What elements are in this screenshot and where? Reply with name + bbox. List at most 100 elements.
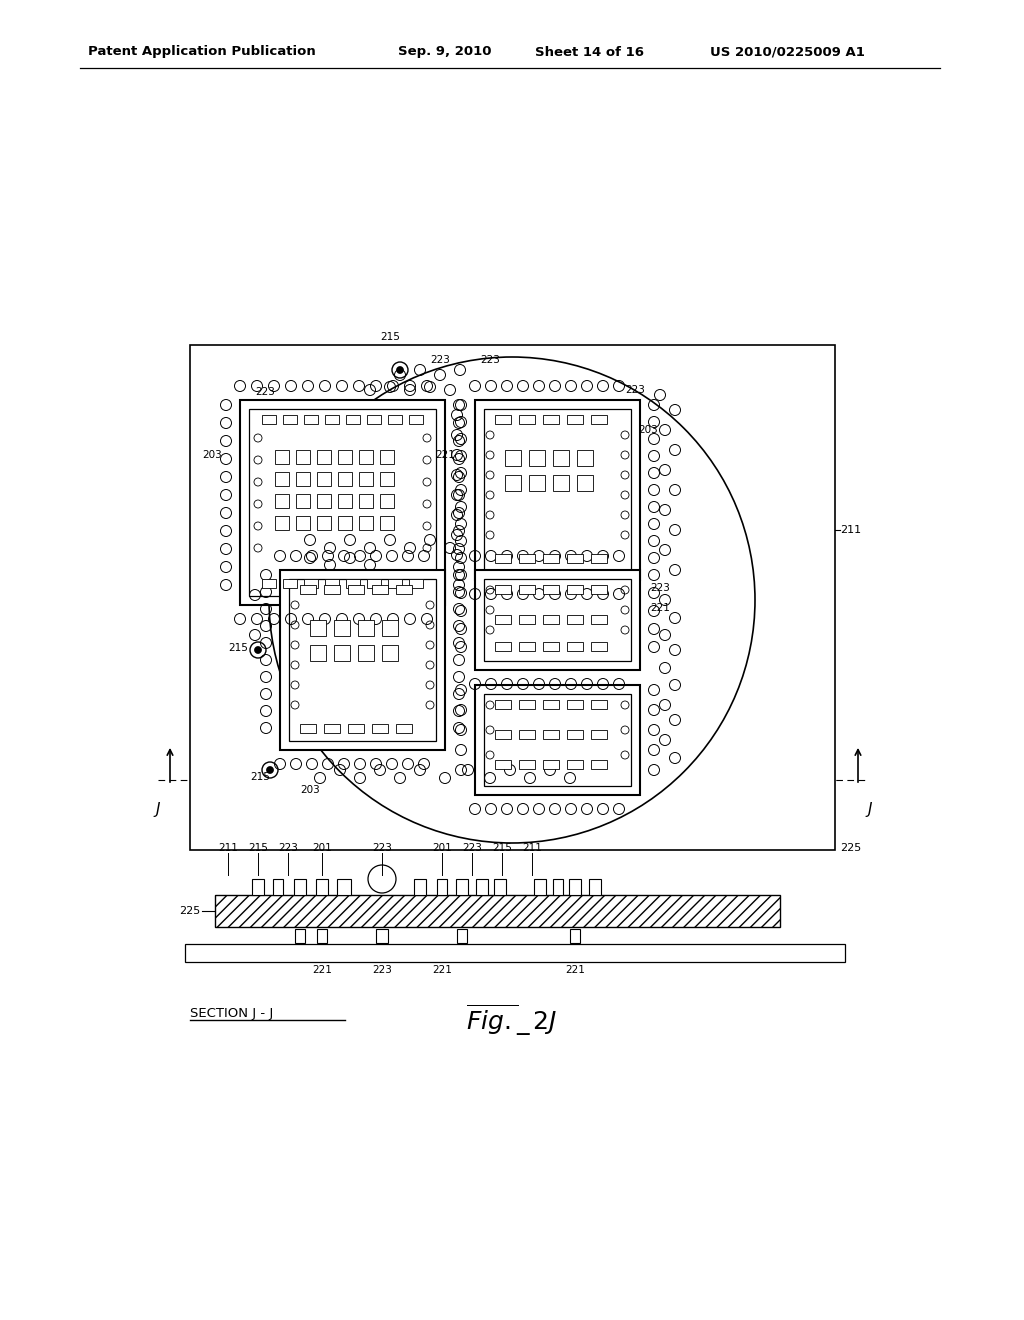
Bar <box>310 645 326 661</box>
Bar <box>304 579 318 587</box>
Bar <box>382 645 398 661</box>
Bar <box>484 579 631 661</box>
Bar <box>529 475 545 491</box>
Bar <box>437 879 447 895</box>
Bar <box>495 615 511 624</box>
Bar <box>283 414 297 424</box>
Text: 223: 223 <box>372 843 392 853</box>
Text: 215: 215 <box>228 643 248 653</box>
Bar <box>543 615 559 624</box>
Bar <box>295 929 305 942</box>
Bar <box>591 642 607 651</box>
Bar <box>380 494 394 508</box>
Bar <box>273 879 283 895</box>
Text: Sep. 9, 2010: Sep. 9, 2010 <box>398 45 492 58</box>
Text: 215: 215 <box>248 843 268 853</box>
Bar <box>358 620 374 636</box>
Text: 225: 225 <box>840 843 861 853</box>
Bar <box>567 615 583 624</box>
Bar <box>317 516 331 531</box>
Text: 221: 221 <box>312 965 332 975</box>
Bar <box>296 516 310 531</box>
Bar <box>325 414 339 424</box>
Bar <box>495 585 511 594</box>
Bar <box>567 730 583 739</box>
Bar <box>348 723 364 733</box>
Bar <box>300 723 316 733</box>
Bar <box>475 570 640 671</box>
Bar <box>388 414 402 424</box>
Bar <box>494 879 506 895</box>
Text: 221: 221 <box>565 965 585 975</box>
Bar <box>567 642 583 651</box>
Bar <box>577 475 593 491</box>
Bar <box>567 554 583 564</box>
Text: 225: 225 <box>179 906 200 916</box>
Bar <box>409 579 423 587</box>
Bar <box>317 450 331 465</box>
Bar <box>300 585 316 594</box>
Text: 201: 201 <box>432 843 452 853</box>
Text: 223: 223 <box>430 355 450 366</box>
Bar <box>185 944 845 962</box>
Bar <box>275 473 289 486</box>
Bar <box>338 450 352 465</box>
Bar <box>316 879 328 895</box>
Bar <box>553 475 569 491</box>
Bar <box>249 409 436 597</box>
Bar <box>484 694 631 785</box>
Bar <box>334 620 350 636</box>
Text: 203: 203 <box>300 785 319 795</box>
Bar <box>283 579 297 587</box>
Bar <box>543 642 559 651</box>
Bar <box>543 585 559 594</box>
Bar <box>324 723 340 733</box>
Bar <box>334 645 350 661</box>
Bar <box>475 685 640 795</box>
Bar <box>240 400 445 605</box>
Bar <box>358 645 374 661</box>
Bar <box>367 414 381 424</box>
Bar <box>569 879 581 895</box>
Bar <box>519 554 535 564</box>
Text: Sheet 14 of 16: Sheet 14 of 16 <box>535 45 644 58</box>
Bar <box>591 554 607 564</box>
Bar <box>348 585 364 594</box>
Bar <box>325 579 339 587</box>
Bar <box>529 450 545 466</box>
Bar <box>577 450 593 466</box>
Text: SECTION J - J: SECTION J - J <box>190 1007 273 1020</box>
Bar <box>553 879 563 895</box>
Bar <box>591 585 607 594</box>
Text: 223: 223 <box>279 843 298 853</box>
Bar <box>519 642 535 651</box>
Bar <box>338 473 352 486</box>
Text: 211: 211 <box>522 843 542 853</box>
Bar <box>495 700 511 709</box>
Bar <box>495 554 511 564</box>
Bar <box>414 879 426 895</box>
Bar <box>591 700 607 709</box>
Bar <box>382 620 398 636</box>
Bar <box>567 760 583 770</box>
Bar <box>475 400 640 579</box>
Bar <box>324 585 340 594</box>
Bar <box>456 879 468 895</box>
Bar <box>457 929 467 942</box>
Bar <box>252 879 264 895</box>
Bar <box>296 473 310 486</box>
Text: US 2010/0225009 A1: US 2010/0225009 A1 <box>710 45 865 58</box>
Text: 223: 223 <box>480 355 500 366</box>
Bar <box>396 585 412 594</box>
Bar <box>591 760 607 770</box>
Bar <box>367 579 381 587</box>
Bar <box>338 516 352 531</box>
Bar <box>505 450 521 466</box>
Bar <box>591 730 607 739</box>
Bar <box>570 929 580 942</box>
Text: 223: 223 <box>462 843 482 853</box>
Bar <box>346 579 360 587</box>
Bar <box>337 879 351 895</box>
Bar <box>543 730 559 739</box>
Bar <box>409 414 423 424</box>
